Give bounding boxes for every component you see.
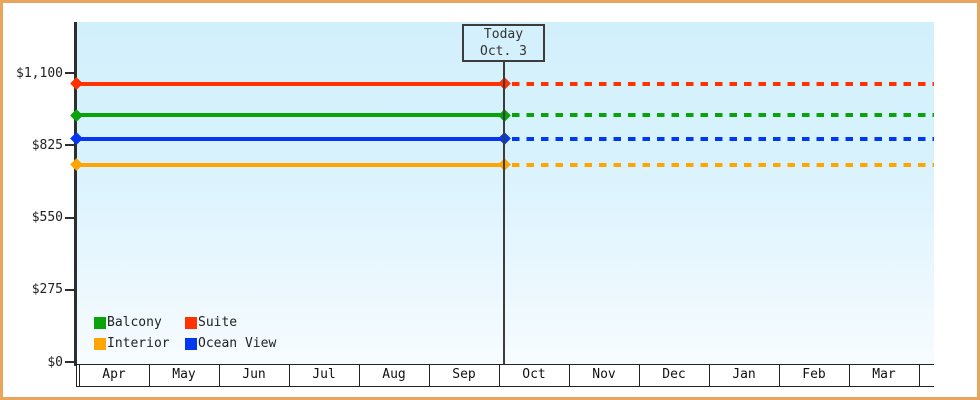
- legend-item-ocean-view: Ocean View: [185, 336, 277, 351]
- month-cell-jun: Jun: [218, 365, 289, 386]
- month-cell-feb: Feb: [778, 365, 849, 386]
- ocean-view-swatch-icon: [185, 337, 197, 350]
- suite-swatch-icon: [185, 316, 197, 329]
- y-tick-mark: [65, 361, 75, 363]
- legend-item-suite: Suite: [185, 315, 276, 330]
- ocean-view-dashed-line: [512, 136, 934, 141]
- y-tick-label: $825: [31, 137, 63, 153]
- interior-dashed-line: [512, 162, 934, 167]
- month-cell-oct: Oct: [498, 365, 569, 386]
- legend-label: Interior: [107, 336, 170, 351]
- month-cell-mar: Mar: [848, 365, 919, 386]
- y-tick-label: $275: [31, 282, 63, 298]
- month-cell-jan: Jan: [708, 365, 779, 386]
- y-tick-label: $0: [47, 354, 63, 370]
- legend-label: Suite: [198, 315, 238, 330]
- x-axis-month-row: Apr May Jun Jul Aug Sep Oct Nov Dec Jan Feb Mar: [76, 364, 934, 387]
- balcony-solid-line: [76, 113, 504, 118]
- y-tick-mark: [65, 72, 75, 74]
- today-marker-line: [503, 60, 505, 365]
- month-cell-dec: Dec: [638, 365, 709, 386]
- y-tick-mark: [65, 144, 75, 147]
- interior-solid-line: [76, 162, 504, 167]
- suite-dashed-line: [512, 81, 934, 86]
- today-date: Oct. 3: [480, 44, 527, 59]
- legend-item-balcony: Balcony: [94, 315, 185, 330]
- month-row-filler: [918, 365, 935, 386]
- month-cell-aug: Aug: [358, 365, 429, 386]
- y-tick-label: $1,100: [16, 65, 63, 81]
- legend-label: Ocean View: [198, 336, 277, 351]
- y-tick-mark: [65, 288, 75, 291]
- legend-label: Balcony: [107, 315, 162, 330]
- suite-solid-line: [76, 81, 504, 86]
- today-label: Today: [483, 27, 524, 42]
- interior-swatch-icon: [94, 337, 106, 350]
- month-cell-sep: Sep: [428, 365, 499, 386]
- ocean-view-solid-line: [76, 136, 504, 141]
- y-tick-mark: [65, 216, 75, 219]
- plot-area: [76, 22, 934, 364]
- y-axis-line: [74, 22, 77, 366]
- balcony-swatch-icon: [94, 316, 106, 329]
- month-cell-apr: Apr: [78, 365, 149, 386]
- month-cell-nov: Nov: [568, 365, 639, 386]
- month-cell-jul: Jul: [288, 365, 359, 386]
- legend-item-interior: Interior: [94, 336, 185, 351]
- balcony-dashed-line: [512, 113, 934, 118]
- today-annotation-box: Today Oct. 3: [462, 24, 545, 62]
- y-tick-label: $550: [31, 210, 63, 225]
- month-cell-may: May: [148, 365, 219, 386]
- legend: Balcony Suite Interior Ocean View: [94, 315, 277, 351]
